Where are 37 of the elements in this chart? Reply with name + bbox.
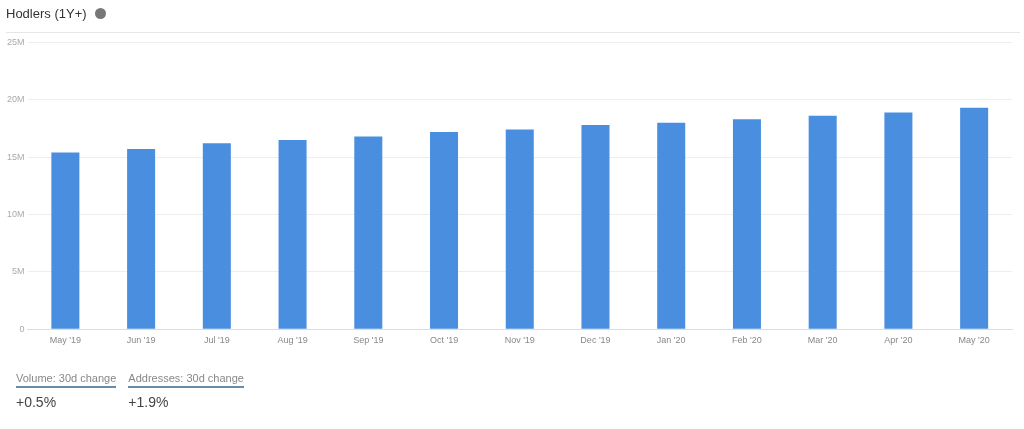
text: Volume: 30d change (16, 372, 117, 388)
bar (354, 136, 383, 329)
bar (278, 139, 307, 329)
bar (581, 125, 610, 329)
x-tick-label: Dec '19 (580, 335, 611, 346)
x-tick-label: Aug '19 (277, 335, 308, 346)
bar (884, 112, 913, 329)
y-tick-label: 20M (6, 94, 25, 105)
text: +1.9% (128, 394, 170, 410)
x-tick-label: Sep '19 (353, 335, 384, 346)
y-tick-label: 15M (6, 151, 25, 162)
text: +0.5% (16, 394, 58, 410)
x-tick-label: May '19 (49, 335, 81, 346)
x-tick-label: Feb '20 (732, 335, 762, 346)
text: Addresses: 30d change (128, 372, 244, 388)
chart-title: Hodlers (1Y+) (6, 6, 87, 21)
y-tick-label: 5M (11, 266, 25, 277)
x-tick-label: Jun '19 (126, 335, 156, 346)
x-tick-label: May '20 (958, 335, 990, 346)
bar (505, 129, 534, 329)
bar (732, 119, 761, 329)
x-tick-label: Oct '19 (429, 335, 459, 346)
bar (51, 152, 80, 329)
x-tick-label: Jul '19 (203, 335, 230, 346)
bar (960, 107, 989, 329)
bar (127, 149, 156, 329)
y-tick-label: 25M (6, 36, 25, 47)
bar (657, 122, 686, 329)
x-tick-label: Nov '19 (504, 335, 535, 346)
x-tick-label: Apr '20 (884, 335, 913, 346)
x-tick-label: Jan '20 (656, 335, 686, 346)
bar (808, 115, 837, 329)
y-tick-label: 10M (6, 208, 25, 219)
y-tick-label: 0 (19, 323, 25, 334)
bar (430, 131, 459, 329)
x-tick-label: Mar '20 (807, 335, 838, 346)
bar (202, 143, 231, 329)
